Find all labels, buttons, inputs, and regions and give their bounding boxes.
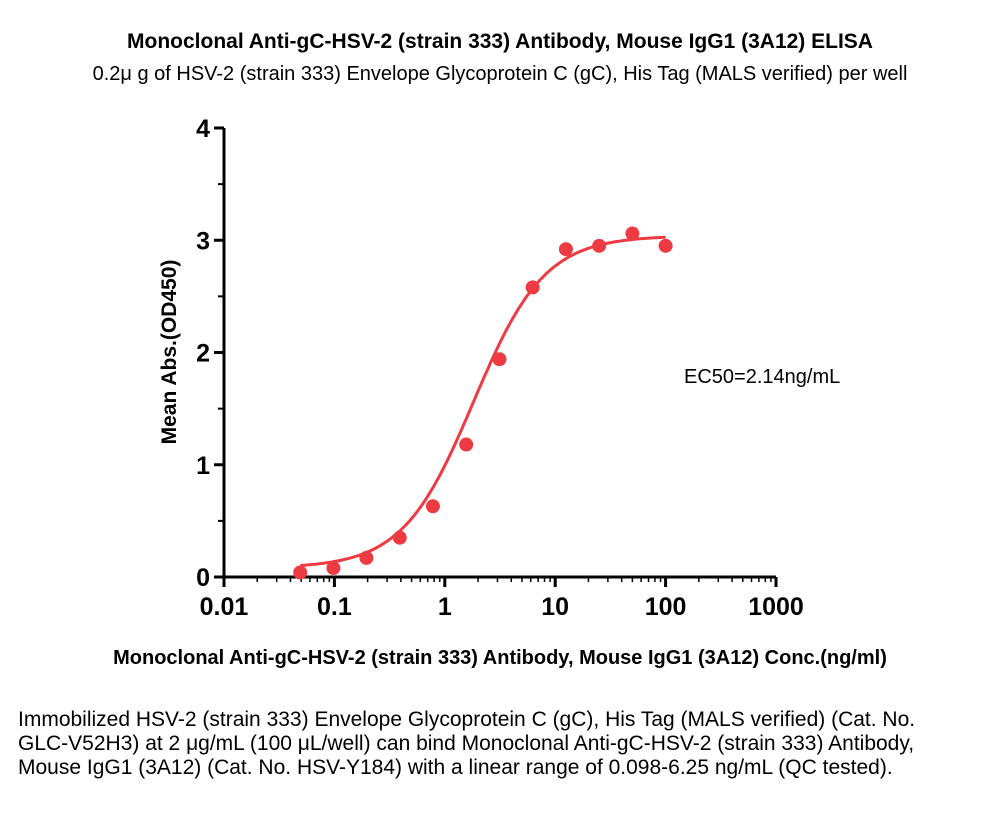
x-tick-label: 0.1 xyxy=(317,593,352,621)
x-tick-label: 100 xyxy=(645,593,687,621)
data-points xyxy=(293,226,673,580)
x-tick-label: 1000 xyxy=(748,593,804,621)
data-point xyxy=(293,565,308,580)
data-point xyxy=(425,499,440,514)
x-axis-title: Monoclonal Anti-gC-HSV-2 (strain 333) An… xyxy=(113,647,887,669)
data-point xyxy=(359,550,374,565)
data-point xyxy=(326,561,341,576)
data-point xyxy=(558,242,573,257)
y-tick-label: 0 xyxy=(196,564,210,592)
x-tick-label: 0.01 xyxy=(200,593,249,621)
tick-labels: 0 1 2 3 4 0.01 0.1 1 10 100 1000 xyxy=(196,115,804,621)
chart-axes xyxy=(214,126,778,587)
x-tick-label: 10 xyxy=(541,593,569,621)
chart-subtitle: 0.2μ g of HSV-2 (strain 333) Envelope Gl… xyxy=(92,63,908,85)
x-tick-label: 1 xyxy=(438,593,452,621)
fit-curve xyxy=(300,235,666,567)
y-tick-label: 2 xyxy=(196,340,210,368)
y-tick-label: 3 xyxy=(196,227,210,255)
data-point xyxy=(592,238,607,253)
y-tick-label: 4 xyxy=(196,115,210,143)
data-point xyxy=(625,226,640,241)
chart-title: Monoclonal Anti-gC-HSV-2 (strain 333) An… xyxy=(127,30,873,53)
y-axis-title: Mean Abs.(OD450) xyxy=(158,260,181,445)
y-tick-label: 1 xyxy=(196,452,210,480)
data-point xyxy=(459,437,474,452)
data-point xyxy=(525,280,540,295)
figure-caption: Immobilized HSV-2 (strain 333) Envelope … xyxy=(18,708,916,779)
data-point xyxy=(392,530,407,545)
data-point xyxy=(658,238,673,253)
ec50-annotation: EC50=2.14ng/mL xyxy=(684,366,840,388)
data-point xyxy=(492,352,507,367)
